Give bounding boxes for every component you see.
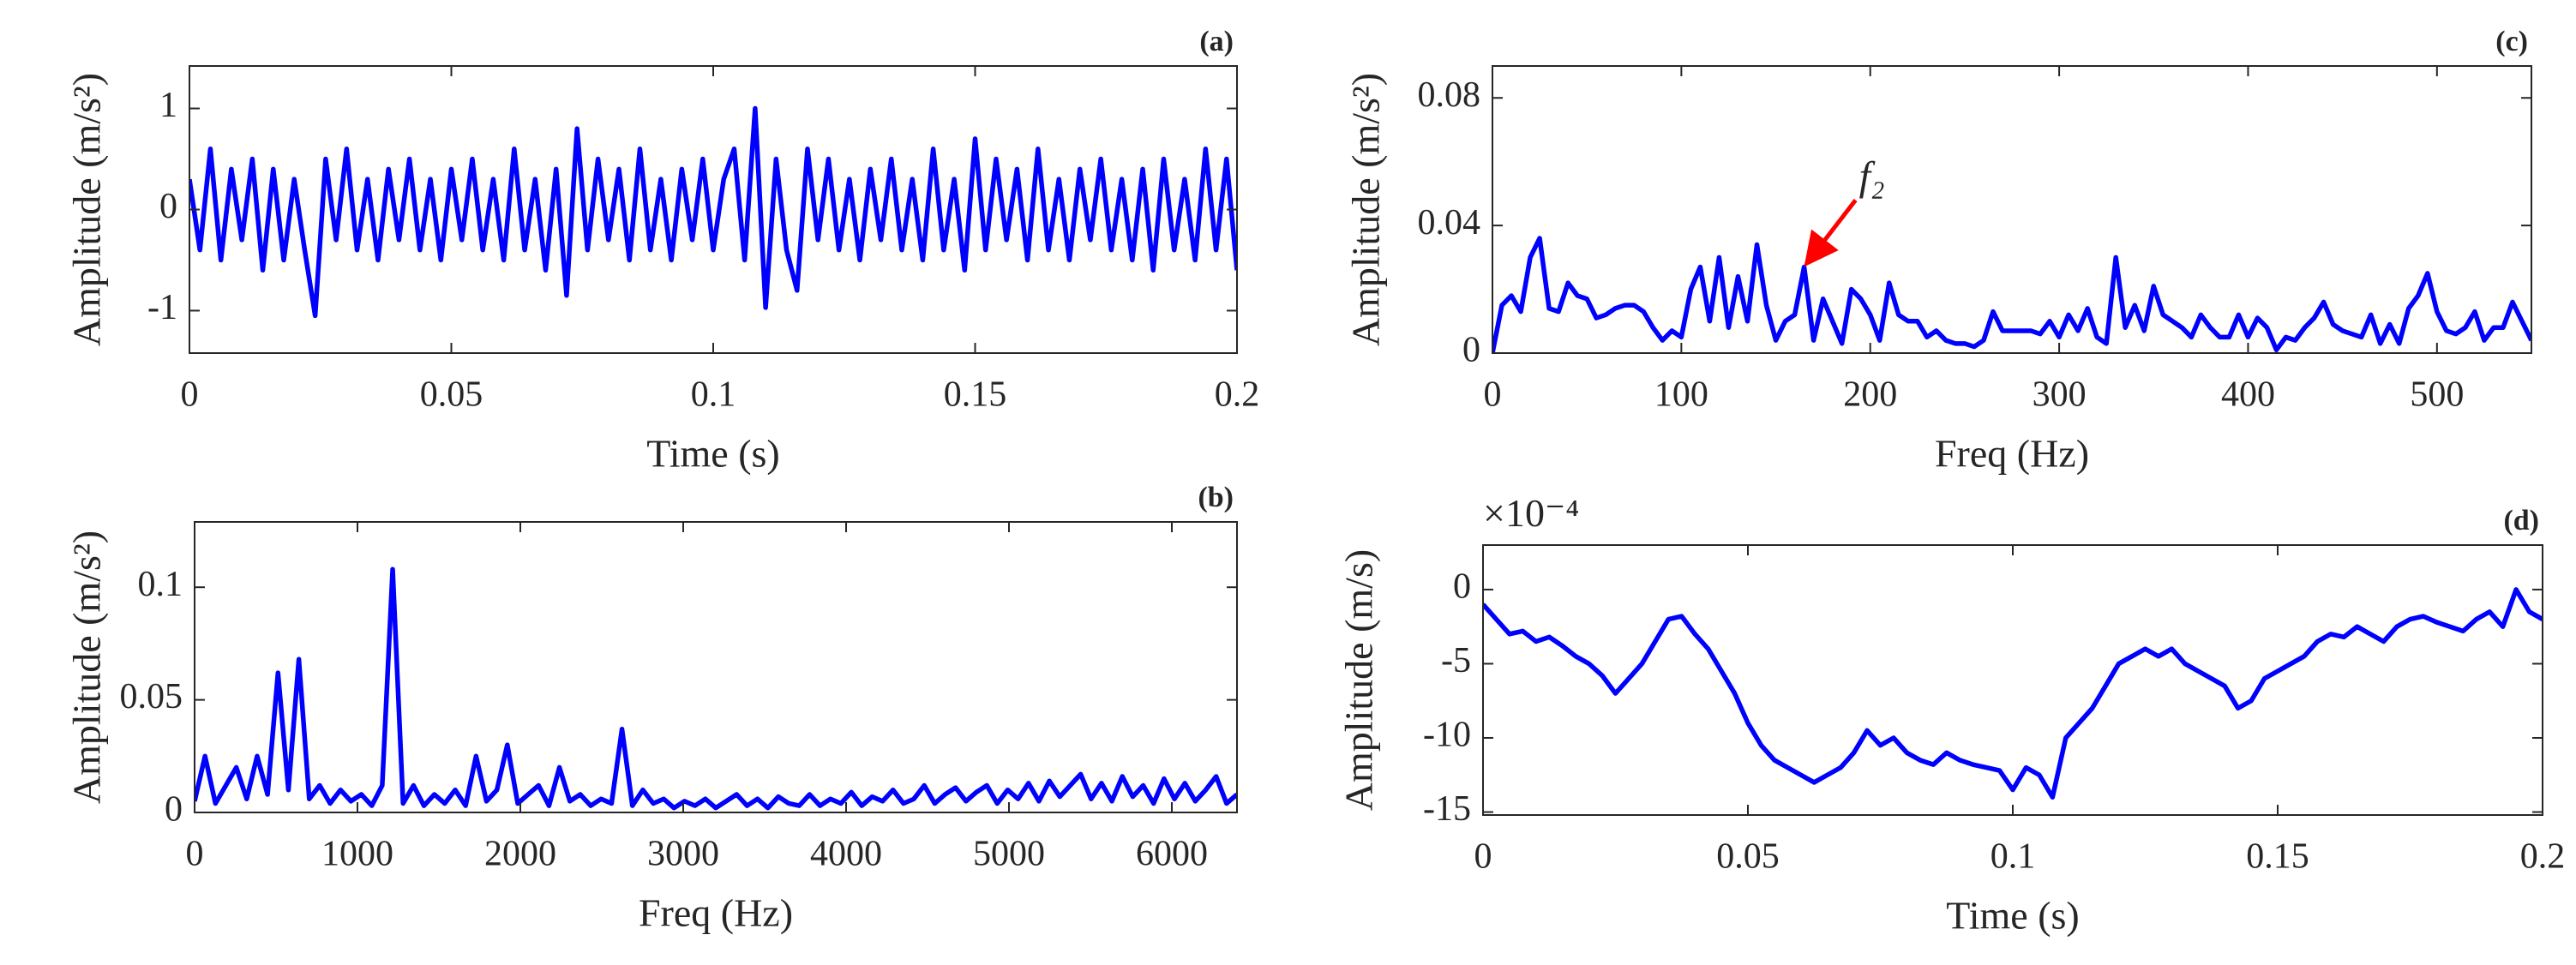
- subplot: 0 0.05 0.1 0.15 0.2 -15 -10 -5 0 (d) Time (s) Ampli…: [1337, 491, 2566, 938]
- y-tick-label: 0: [165, 790, 183, 830]
- y-tick-label: -10: [1423, 716, 1471, 755]
- axes-background: [189, 66, 1237, 353]
- data-line: [1483, 587, 2543, 800]
- subplot: 0 1000 2000 3000 4000 5000 6000 0 0.05 0.1 (b) Freq…: [65, 482, 1238, 935]
- x-tick-label: 0: [181, 375, 199, 415]
- x-tick-label: 0.1: [691, 375, 736, 415]
- panel-title: (b): [1198, 482, 1234, 513]
- y-axis-label: Amplitude (m/s²): [65, 530, 109, 804]
- x-tick-label: 6000: [1136, 835, 1208, 874]
- x-tick-label: 500: [2410, 375, 2464, 415]
- subplot: 0 100 200 300 400 500 0 0.04 0.08 (c) Freq (Hz) Amp…: [1344, 26, 2532, 476]
- data-line: [1492, 236, 2531, 353]
- y-tick-label: 0.04: [1418, 203, 1481, 243]
- y-tick-label: 0.08: [1418, 75, 1481, 115]
- x-tick-label: 0.2: [1215, 375, 1260, 415]
- x-tick-label: 0: [186, 835, 204, 874]
- panel-title: (c): [2495, 26, 2528, 57]
- x-tick-label: 200: [1843, 375, 1897, 415]
- y-tick-label: 1: [159, 86, 177, 125]
- x-tick-label: 0.15: [2246, 837, 2309, 877]
- x-tick-label: 0.05: [420, 375, 483, 415]
- x-tick-label: 0.2: [2520, 837, 2566, 877]
- y-axis-label: Amplitude (m/s²): [65, 73, 109, 346]
- x-axis-label: Time (s): [646, 432, 780, 476]
- axes-box: [1492, 65, 2532, 354]
- x-tick-label: 4000: [810, 835, 882, 874]
- x-tick-label: 1000: [321, 835, 393, 874]
- exponent-label: ×10⁻⁴: [1483, 491, 1579, 535]
- x-tick-label: 0: [1474, 837, 1492, 877]
- annotation-arrow: [1804, 198, 1858, 267]
- y-axis-label: Amplitude (m/s²): [1344, 73, 1388, 346]
- y-tick-label: 0: [159, 187, 177, 226]
- y-tick-label: 0: [1462, 331, 1480, 370]
- data-line: [189, 105, 1237, 319]
- annotation-label: f₂: [1859, 154, 1885, 200]
- x-axis-label: Time (s): [1946, 894, 2080, 938]
- x-tick-label: 400: [2221, 375, 2275, 415]
- y-tick-label: 0: [1453, 567, 1471, 607]
- subplot: 0 0.05 0.1 0.15 0.2 -1 0 1 (a) Time (s) Amplitude …: [65, 26, 1260, 476]
- x-tick-label: 5000: [973, 835, 1045, 874]
- x-tick-label: 0.05: [1716, 837, 1780, 877]
- panel-title: (a): [1199, 26, 1234, 57]
- x-tick-label: 3000: [647, 835, 719, 874]
- x-tick-label: 0: [1484, 375, 1502, 415]
- x-tick-label: 0.1: [1991, 837, 2036, 877]
- x-tick-label: 300: [2033, 375, 2087, 415]
- data-line: [195, 566, 1237, 811]
- y-tick-label: -1: [147, 288, 177, 327]
- x-tick-label: 2000: [484, 835, 556, 874]
- axes-background: [1492, 66, 2531, 353]
- x-tick-label: 100: [1654, 375, 1708, 415]
- panel-title: (d): [2503, 505, 2539, 536]
- axes-box: [194, 521, 1238, 813]
- y-tick-label: 0.1: [138, 565, 183, 604]
- axes-background: [195, 522, 1237, 812]
- y-axis-label: Amplitude (m/s): [1337, 549, 1381, 811]
- axes-background: [1483, 545, 2543, 815]
- y-tick-label: -15: [1423, 789, 1471, 829]
- y-tick-label: 0.05: [120, 677, 183, 716]
- x-tick-label: 0.15: [944, 375, 1007, 415]
- x-axis-label: Freq (Hz): [1935, 432, 2089, 476]
- y-tick-label: -5: [1441, 641, 1471, 680]
- x-axis-label: Freq (Hz): [639, 891, 793, 935]
